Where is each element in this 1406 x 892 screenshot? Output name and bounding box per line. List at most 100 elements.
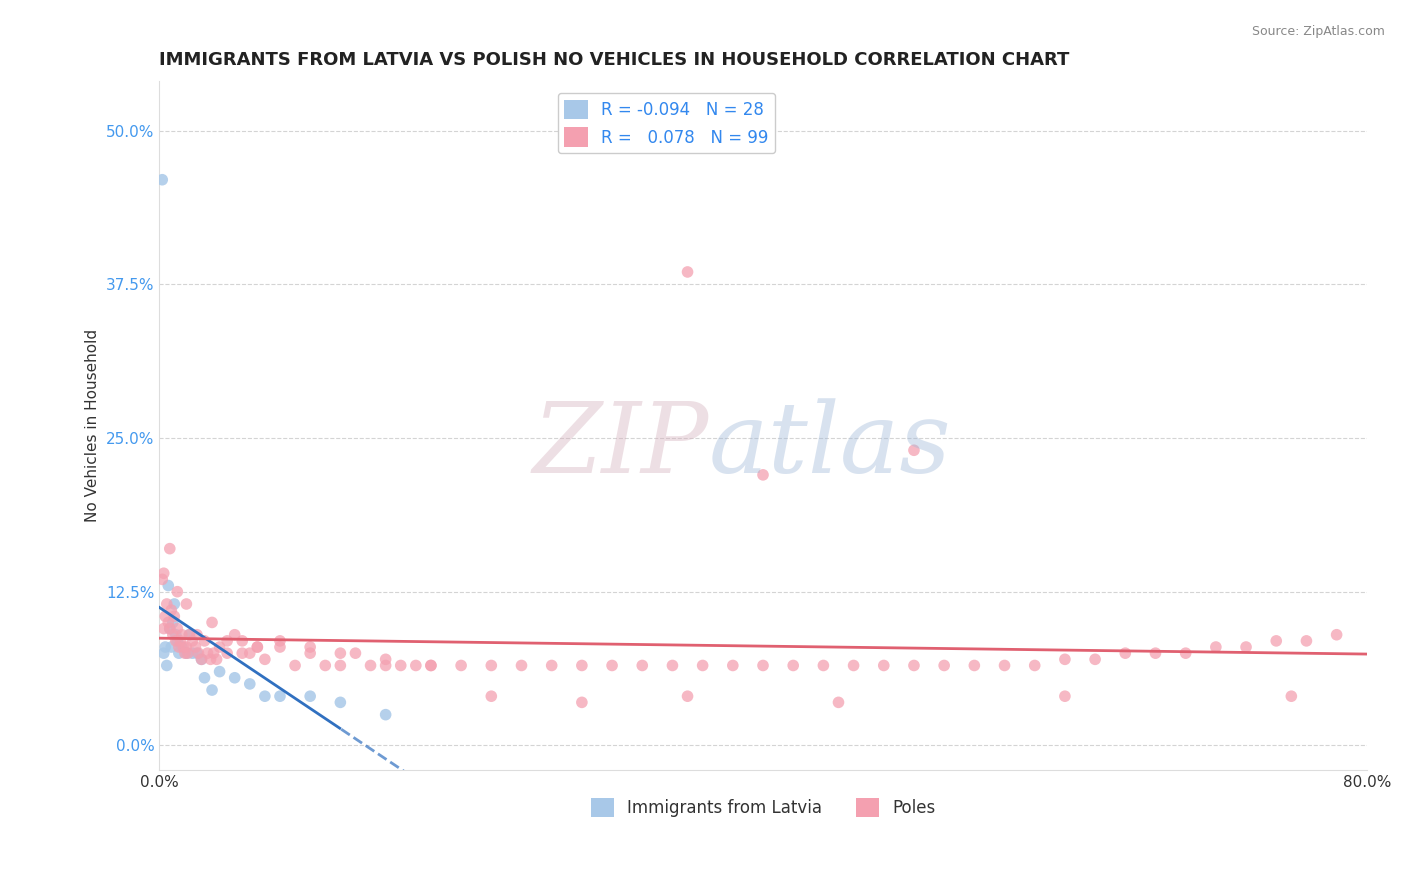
Point [813, 658, 835, 673]
Point [157, 578, 180, 592]
Point [246, 640, 269, 654]
Point [181, 646, 204, 660]
Point [150, 172, 173, 186]
Point [167, 646, 190, 660]
Point [224, 628, 246, 642]
Y-axis label: No Vehicles in Household: No Vehicles in Household [86, 329, 100, 522]
Text: ZIP: ZIP [533, 399, 709, 494]
Point [170, 640, 193, 654]
Point [631, 658, 654, 673]
Point [217, 646, 239, 660]
Point [190, 652, 212, 666]
Point [165, 628, 187, 642]
Text: IMMIGRANTS FROM LATVIA VS POLISH NO VEHICLES IN HOUSEHOLD CORRELATION CHART: IMMIGRANTS FROM LATVIA VS POLISH NO VEHI… [159, 51, 1070, 69]
Point [269, 633, 291, 648]
Point [299, 690, 322, 704]
Point [166, 584, 188, 599]
Point [284, 658, 307, 673]
Point [1326, 628, 1348, 642]
Point [329, 658, 352, 673]
Point [159, 541, 181, 556]
Point [184, 640, 207, 654]
Point [827, 695, 849, 709]
Point [360, 658, 382, 673]
Point [600, 658, 623, 673]
Point [193, 633, 215, 648]
Point [752, 658, 775, 673]
Point [676, 265, 699, 279]
Point [239, 646, 262, 660]
Point [217, 633, 239, 648]
Point [1205, 640, 1227, 654]
Point [1279, 690, 1302, 704]
Point [166, 622, 188, 636]
Point [231, 646, 253, 660]
Point [1295, 633, 1317, 648]
Point [163, 597, 186, 611]
Point [1174, 646, 1197, 660]
Point [176, 640, 198, 654]
Point [752, 467, 775, 482]
Point [374, 707, 396, 722]
Point [202, 646, 225, 660]
Point [903, 658, 925, 673]
Point [239, 677, 262, 691]
Point [197, 646, 219, 660]
Point [193, 671, 215, 685]
Point [167, 640, 190, 654]
Point [152, 646, 174, 660]
Point [450, 658, 472, 673]
Point [155, 609, 177, 624]
Point [1053, 690, 1076, 704]
Point [1024, 658, 1046, 673]
Point [782, 658, 804, 673]
Point [721, 658, 744, 673]
Point [186, 646, 208, 660]
Point [299, 640, 322, 654]
Point [208, 665, 231, 679]
Point [571, 695, 593, 709]
Point [156, 658, 179, 673]
Point [205, 652, 228, 666]
Point [186, 628, 208, 642]
Point [540, 658, 562, 673]
Point [253, 652, 276, 666]
Text: Source: ZipAtlas.com: Source: ZipAtlas.com [1251, 25, 1385, 38]
Point [374, 658, 396, 673]
Point [405, 658, 427, 673]
Point [1053, 652, 1076, 666]
Point [201, 615, 224, 630]
Point [510, 658, 533, 673]
Point [692, 658, 714, 673]
Point [571, 658, 593, 673]
Point [201, 683, 224, 698]
Point [299, 646, 322, 660]
Point [181, 633, 204, 648]
Point [176, 646, 198, 660]
Point [389, 658, 412, 673]
Point [419, 658, 441, 673]
Point [329, 695, 352, 709]
Point [163, 609, 186, 624]
Point [169, 633, 191, 648]
Point [329, 646, 352, 660]
Point [179, 628, 201, 642]
Point [1234, 640, 1257, 654]
Point [676, 690, 699, 704]
Point [170, 628, 193, 642]
Point [208, 640, 231, 654]
Legend: Immigrants from Latvia, Poles: Immigrants from Latvia, Poles [583, 791, 942, 823]
Point [479, 690, 502, 704]
Point [157, 615, 180, 630]
Point [166, 633, 188, 648]
Point [479, 658, 502, 673]
Point [873, 658, 896, 673]
Point [159, 622, 181, 636]
Point [152, 566, 174, 581]
Point [963, 658, 986, 673]
Point [269, 690, 291, 704]
Point [159, 622, 181, 636]
Point [190, 652, 212, 666]
Point [200, 652, 222, 666]
Point [150, 573, 173, 587]
